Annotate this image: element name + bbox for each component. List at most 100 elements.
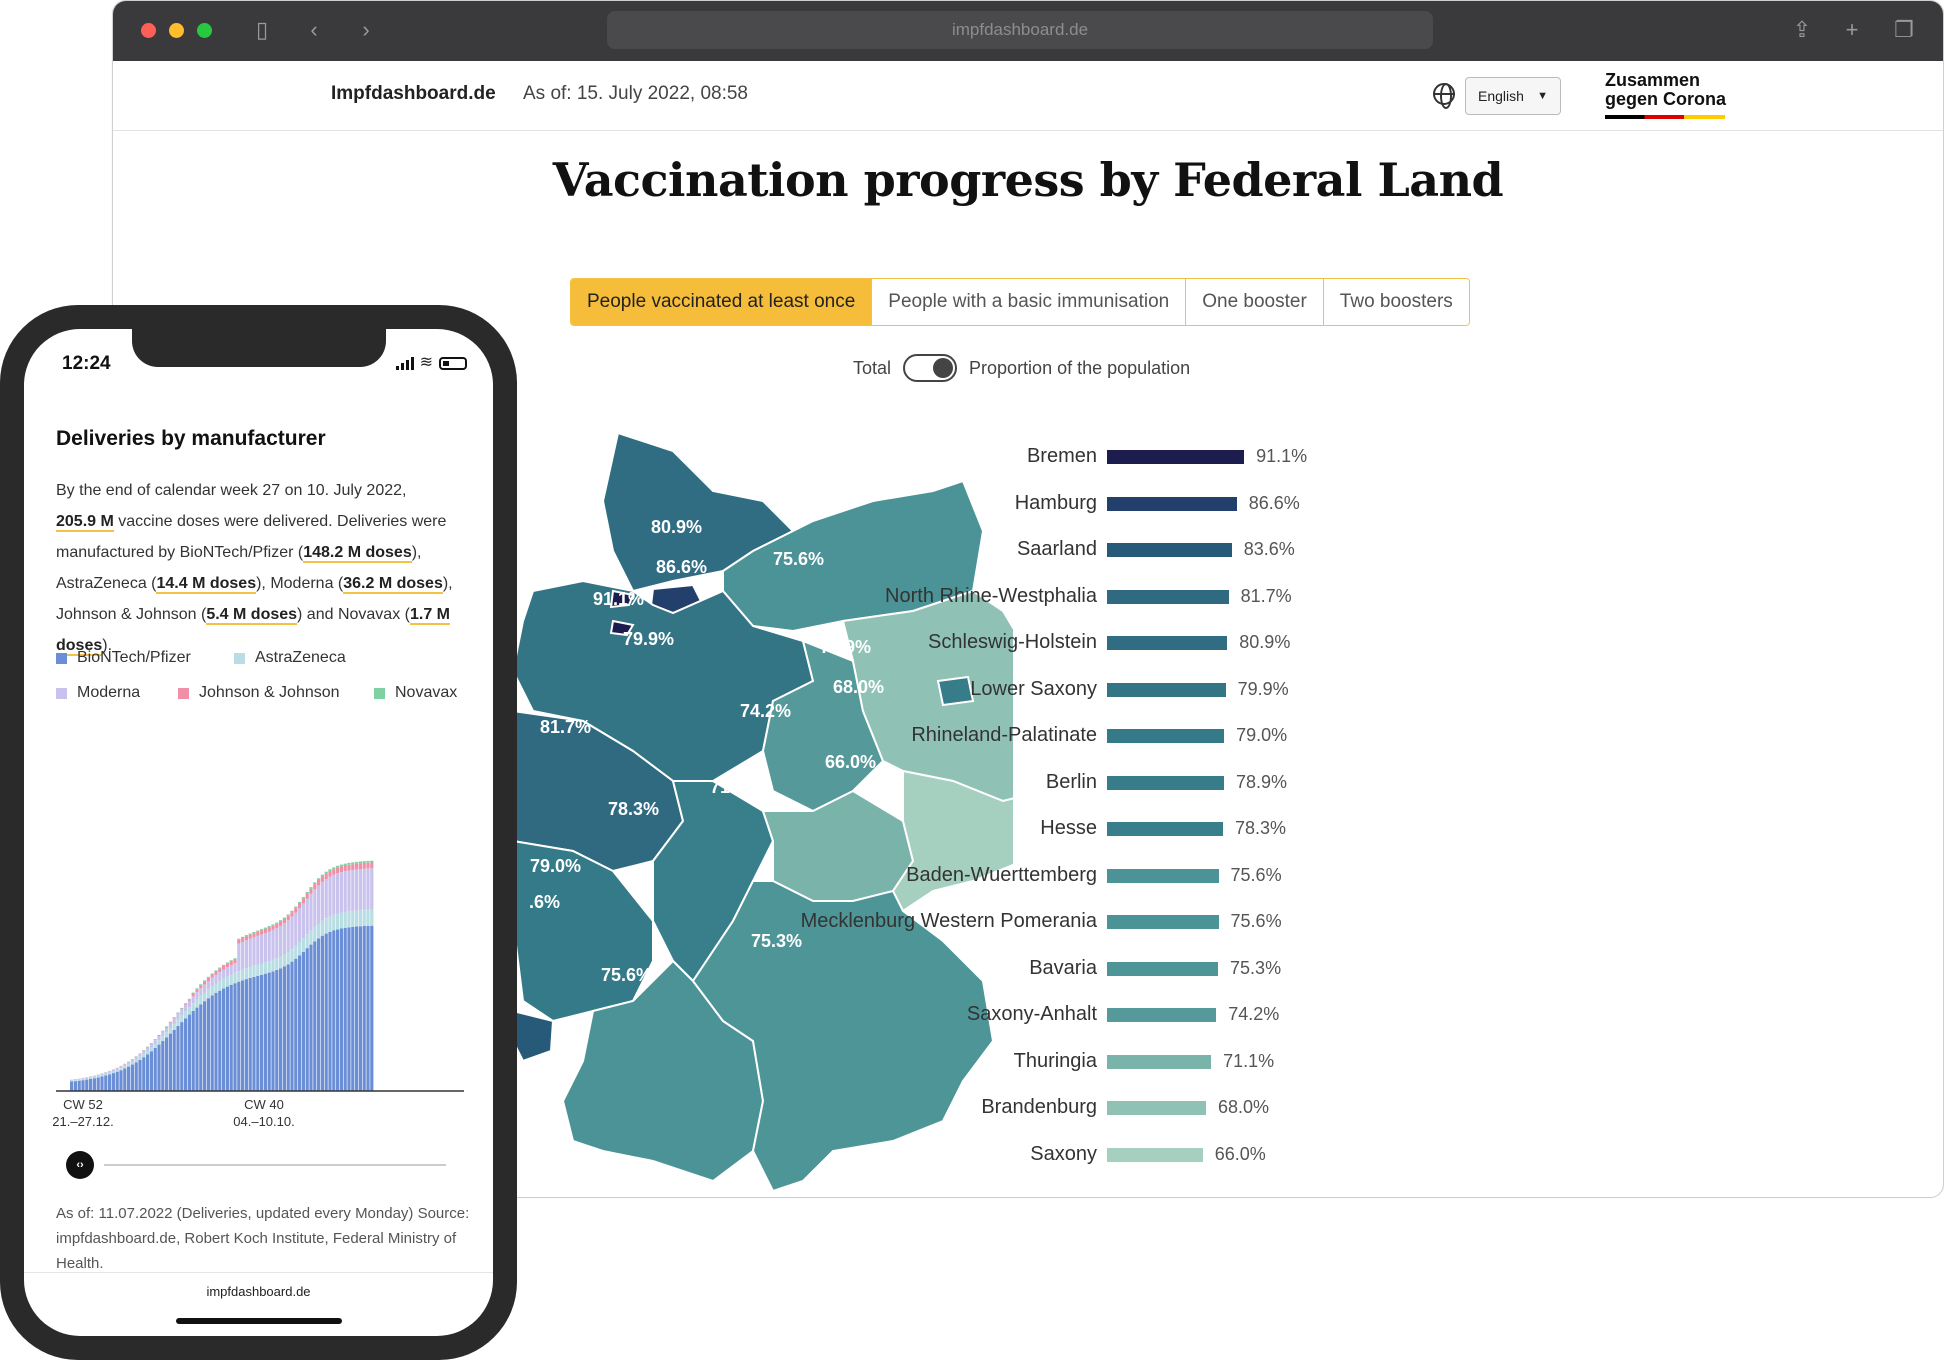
bar-row[interactable]: North Rhine-Westphalia 81.7% — [885, 581, 1613, 611]
delivery-bar-segment — [279, 921, 283, 926]
minimize-window-button[interactable] — [169, 23, 184, 38]
delivery-bar-segment — [130, 1062, 134, 1065]
total-doses-highlight: 205.9 M — [56, 513, 114, 532]
delivery-bar-segment — [267, 961, 271, 973]
delivery-bar-segment — [157, 1040, 161, 1045]
delivery-bar-segment — [180, 1022, 184, 1091]
time-slider-track[interactable] — [104, 1164, 446, 1166]
map-label-brandenburg: 68.0% — [833, 677, 884, 697]
map-region-bremen[interactable] — [609, 589, 635, 637]
tab-two-boosters[interactable]: Two boosters — [1323, 279, 1469, 325]
delivery-bar-segment — [119, 1066, 123, 1069]
delivery-bar-segment — [362, 910, 366, 926]
bar-row[interactable]: Thuringia 71.1% — [913, 1046, 1613, 1076]
delivery-bar-segment — [214, 971, 218, 975]
sidebar-toggle-icon[interactable]: ▯ — [255, 17, 269, 42]
tab-one-booster[interactable]: One booster — [1186, 279, 1324, 325]
bar-row[interactable]: Schleswig-Holstein 80.9% — [913, 627, 1613, 657]
new-tab-icon[interactable]: + — [1845, 17, 1859, 42]
delivery-bar-segment — [206, 998, 210, 1091]
delivery-bar-segment — [218, 990, 222, 1091]
delivery-bar-segment — [309, 944, 313, 1091]
delivery-bar-segment — [199, 984, 203, 986]
delivery-bar-segment — [305, 898, 309, 935]
map-region-saxony[interactable] — [891, 769, 1013, 913]
bar-row[interactable]: Brandenburg 68.0% — [913, 1092, 1613, 1122]
bar-row[interactable]: Berlin 78.9% — [913, 767, 1613, 797]
close-window-button[interactable] — [141, 23, 156, 38]
bar-row[interactable]: Saxony 66.0% — [913, 1139, 1613, 1169]
delivery-bar-segment — [123, 1068, 127, 1091]
back-arrow-icon[interactable]: ‹ — [310, 17, 318, 42]
site-brand-link[interactable]: Impfdashboard.de — [331, 83, 496, 104]
delivery-bar-segment — [343, 871, 347, 912]
card-description: By the end of calendar week 27 on 10. Ju… — [56, 475, 476, 661]
delivery-bar-segment — [351, 862, 355, 865]
bar-value: 86.6% — [1248, 492, 1300, 513]
bar-value: 71.1% — [1223, 1050, 1275, 1071]
tab-basic-immunisation[interactable]: People with a basic immunisation — [872, 279, 1187, 325]
delivery-bar-segment — [157, 1035, 161, 1036]
toggle-label-proportion: Proportion of the population — [969, 357, 1191, 378]
home-indicator[interactable] — [176, 1318, 342, 1324]
share-icon[interactable]: ⇪ — [1792, 17, 1812, 42]
delivery-bar-segment — [100, 1073, 104, 1076]
bar-row[interactable]: Saxony-Anhalt 74.2% — [913, 999, 1613, 1029]
time-slider-handle[interactable]: ‹› — [66, 1151, 94, 1179]
delivery-bar-segment — [180, 1009, 184, 1016]
map-region-brandenburg[interactable] — [841, 589, 1013, 803]
delivery-bar-segment — [339, 928, 343, 1091]
delivery-bar-segment — [305, 948, 309, 1091]
delivery-bar-segment — [298, 908, 302, 943]
bar-row[interactable]: Hesse 78.3% — [913, 813, 1613, 843]
tab-vaccinated-once[interactable]: People vaccinated at least once — [571, 279, 873, 325]
delivery-bar-segment — [294, 958, 298, 1091]
address-bar[interactable]: impfdashboard.de — [607, 11, 1433, 49]
map-region-berlin[interactable] — [936, 675, 975, 707]
delivery-bar-segment — [127, 1066, 131, 1091]
delivery-bar-segment — [370, 925, 374, 1091]
logo-flag-stripe — [1605, 115, 1725, 119]
bar-row[interactable]: Mecklenburg Western Pomerania 75.6% — [801, 906, 1613, 936]
delivery-bar-segment — [138, 1054, 142, 1057]
delivery-bar-segment — [161, 1036, 165, 1042]
zusammen-gegen-corona-logo[interactable]: Zusammen gegen Corona — [1605, 71, 1726, 109]
language-select[interactable]: English ▼ — [1465, 77, 1561, 115]
phone-address-bar[interactable]: impfdashboard.de — [206, 1284, 311, 1299]
delivery-bar-segment — [237, 938, 241, 940]
novavax-doses-highlight: 1.7 M doses — [56, 606, 450, 656]
bar-value: 79.0% — [1236, 725, 1288, 745]
delivery-bar-segment — [309, 887, 313, 889]
as-of-timestamp: As of: 15. July 2022, 08:58 — [523, 83, 748, 104]
legend-label: Moderna — [77, 684, 141, 701]
delivery-bar-segment — [70, 1081, 74, 1091]
forward-arrow-icon[interactable]: › — [362, 17, 370, 42]
map-label-saarland: .6% — [529, 892, 560, 912]
bar-row[interactable]: Lower Saxony 79.9% — [913, 674, 1613, 704]
bar-row[interactable]: Hamburg 86.6% — [913, 488, 1613, 518]
map-region-saarland[interactable] — [512, 1009, 555, 1063]
delivery-bar-segment — [161, 1030, 165, 1032]
delivery-bar-segment — [134, 1057, 138, 1060]
bar-row[interactable]: Bavaria 75.3% — [913, 953, 1613, 983]
bar-row[interactable]: Rhineland-Palatinate 79.0% — [911, 720, 1613, 750]
delivery-bar-segment — [317, 938, 321, 1091]
delivery-bar-segment — [241, 938, 245, 942]
map-region-thuringia[interactable] — [761, 789, 915, 902]
delivery-bar-segment — [187, 999, 191, 1001]
delivery-bar-segment — [119, 1070, 123, 1091]
bar-row[interactable]: Saarland 83.6% — [913, 534, 1613, 564]
zoom-window-button[interactable] — [197, 23, 212, 38]
tab-overview-icon[interactable]: ❐ — [1894, 17, 1914, 42]
delivery-bar-segment — [351, 910, 355, 927]
delivery-bar-segment — [305, 934, 309, 949]
map-region-bavaria[interactable] — [691, 880, 995, 1193]
delivery-bar-segment — [130, 1059, 134, 1062]
bar-value: 79.9% — [1237, 678, 1289, 699]
bar-row[interactable]: Bremen 91.1% — [913, 441, 1613, 471]
bar-row[interactable]: Baden-Wuerttemberg 75.6% — [906, 860, 1613, 890]
delivery-bar-segment — [332, 869, 336, 875]
delivery-bar-segment — [301, 903, 305, 939]
total-proportion-toggle[interactable] — [903, 354, 958, 382]
delivery-bar-segment — [358, 861, 362, 864]
